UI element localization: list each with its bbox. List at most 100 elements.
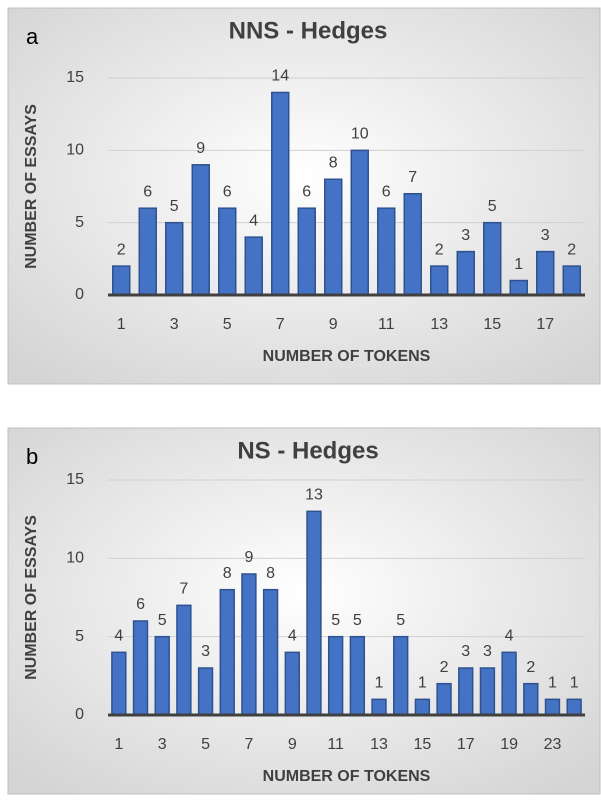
data-label: 6 — [136, 596, 145, 613]
x-tick-label: 11 — [327, 736, 344, 753]
data-label: 14 — [271, 68, 289, 85]
y-tick-label: 5 — [75, 628, 84, 645]
chart-background — [7, 427, 601, 795]
data-label: 5 — [331, 612, 340, 629]
bar — [414, 698, 431, 716]
x-axis-title: NUMBER OF TOKENS — [263, 348, 431, 365]
data-label: 4 — [288, 628, 297, 645]
bar — [393, 635, 409, 716]
bar — [306, 510, 322, 716]
bar — [349, 635, 366, 716]
bar — [218, 207, 237, 296]
bar — [244, 236, 263, 296]
data-label: 5 — [396, 612, 405, 629]
data-label: 9 — [244, 549, 253, 566]
data-label: 5 — [170, 198, 179, 215]
bar — [327, 635, 344, 716]
x-tick-label: 7 — [244, 736, 253, 753]
x-tick-label: 3 — [170, 316, 179, 333]
panel-label: a — [26, 24, 39, 49]
bar — [324, 178, 343, 296]
bar — [138, 207, 157, 296]
bar — [111, 651, 127, 716]
y-tick-label: 15 — [66, 69, 84, 86]
bar — [262, 588, 279, 716]
data-label: 2 — [567, 241, 576, 258]
x-tick-label: 5 — [223, 316, 232, 333]
bar — [132, 620, 149, 716]
data-label: 3 — [483, 643, 492, 660]
bar — [371, 698, 387, 716]
data-label: 10 — [351, 126, 369, 143]
data-label: 2 — [440, 659, 449, 676]
x-tick-label: 9 — [288, 736, 297, 753]
chart-title: NS - Hedges — [237, 437, 378, 464]
x-tick-label: 1 — [117, 316, 126, 333]
bar — [297, 207, 316, 296]
data-label: 1 — [570, 675, 579, 692]
bar — [501, 651, 517, 716]
bar — [458, 667, 474, 716]
data-label: 5 — [488, 198, 497, 215]
x-tick-label: 11 — [378, 316, 395, 333]
bar — [479, 667, 496, 716]
x-tick-label: 19 — [500, 736, 518, 753]
data-label: 4 — [114, 628, 123, 645]
bar — [436, 682, 452, 716]
data-label: 5 — [158, 612, 167, 629]
data-label: 5 — [353, 612, 362, 629]
y-tick-label: 0 — [75, 286, 84, 303]
bar — [377, 207, 396, 296]
y-tick-label: 10 — [66, 550, 84, 567]
bar — [191, 164, 210, 296]
data-label: 6 — [223, 183, 232, 200]
bar — [350, 149, 369, 296]
bar — [284, 651, 300, 716]
data-label: 2 — [435, 241, 444, 258]
x-tick-label: 15 — [483, 316, 501, 333]
data-label: 6 — [143, 183, 152, 200]
x-axis-title: NUMBER OF TOKENS — [263, 768, 431, 785]
chart-background — [7, 7, 601, 385]
y-tick-label: 15 — [66, 471, 84, 488]
data-label: 4 — [505, 628, 514, 645]
bar — [271, 91, 290, 296]
data-label: 8 — [223, 565, 232, 582]
x-tick-label: 17 — [457, 736, 475, 753]
y-axis-title: NUMBER OF ESSAYS — [23, 515, 40, 680]
data-label: 1 — [375, 675, 384, 692]
bar — [219, 588, 235, 716]
x-tick-label: 13 — [370, 736, 388, 753]
data-label: 8 — [266, 565, 275, 582]
data-label: 7 — [179, 581, 188, 598]
data-label: 6 — [302, 183, 311, 200]
bar — [154, 635, 170, 716]
data-label: 7 — [408, 169, 417, 186]
x-tick-label: 15 — [413, 736, 431, 753]
chart-title: NNS - Hedges — [229, 17, 388, 44]
data-label: 13 — [305, 487, 323, 504]
bar — [176, 604, 192, 716]
bar — [566, 698, 582, 716]
data-label: 2 — [526, 659, 535, 676]
x-tick-label: 9 — [329, 316, 338, 333]
data-label: 6 — [382, 183, 391, 200]
bar — [536, 250, 555, 296]
bar — [403, 192, 422, 296]
bar — [241, 573, 257, 716]
bar — [523, 682, 539, 716]
data-label: 3 — [541, 227, 550, 244]
bar — [165, 221, 184, 296]
bar — [430, 265, 449, 296]
data-label: 2 — [117, 241, 126, 258]
x-tick-label: 7 — [276, 316, 285, 333]
data-label: 3 — [461, 643, 470, 660]
panel-label: b — [26, 444, 38, 469]
bar — [456, 250, 475, 296]
bar — [197, 667, 214, 716]
data-label: 1 — [548, 675, 557, 692]
data-label: 3 — [461, 227, 470, 244]
